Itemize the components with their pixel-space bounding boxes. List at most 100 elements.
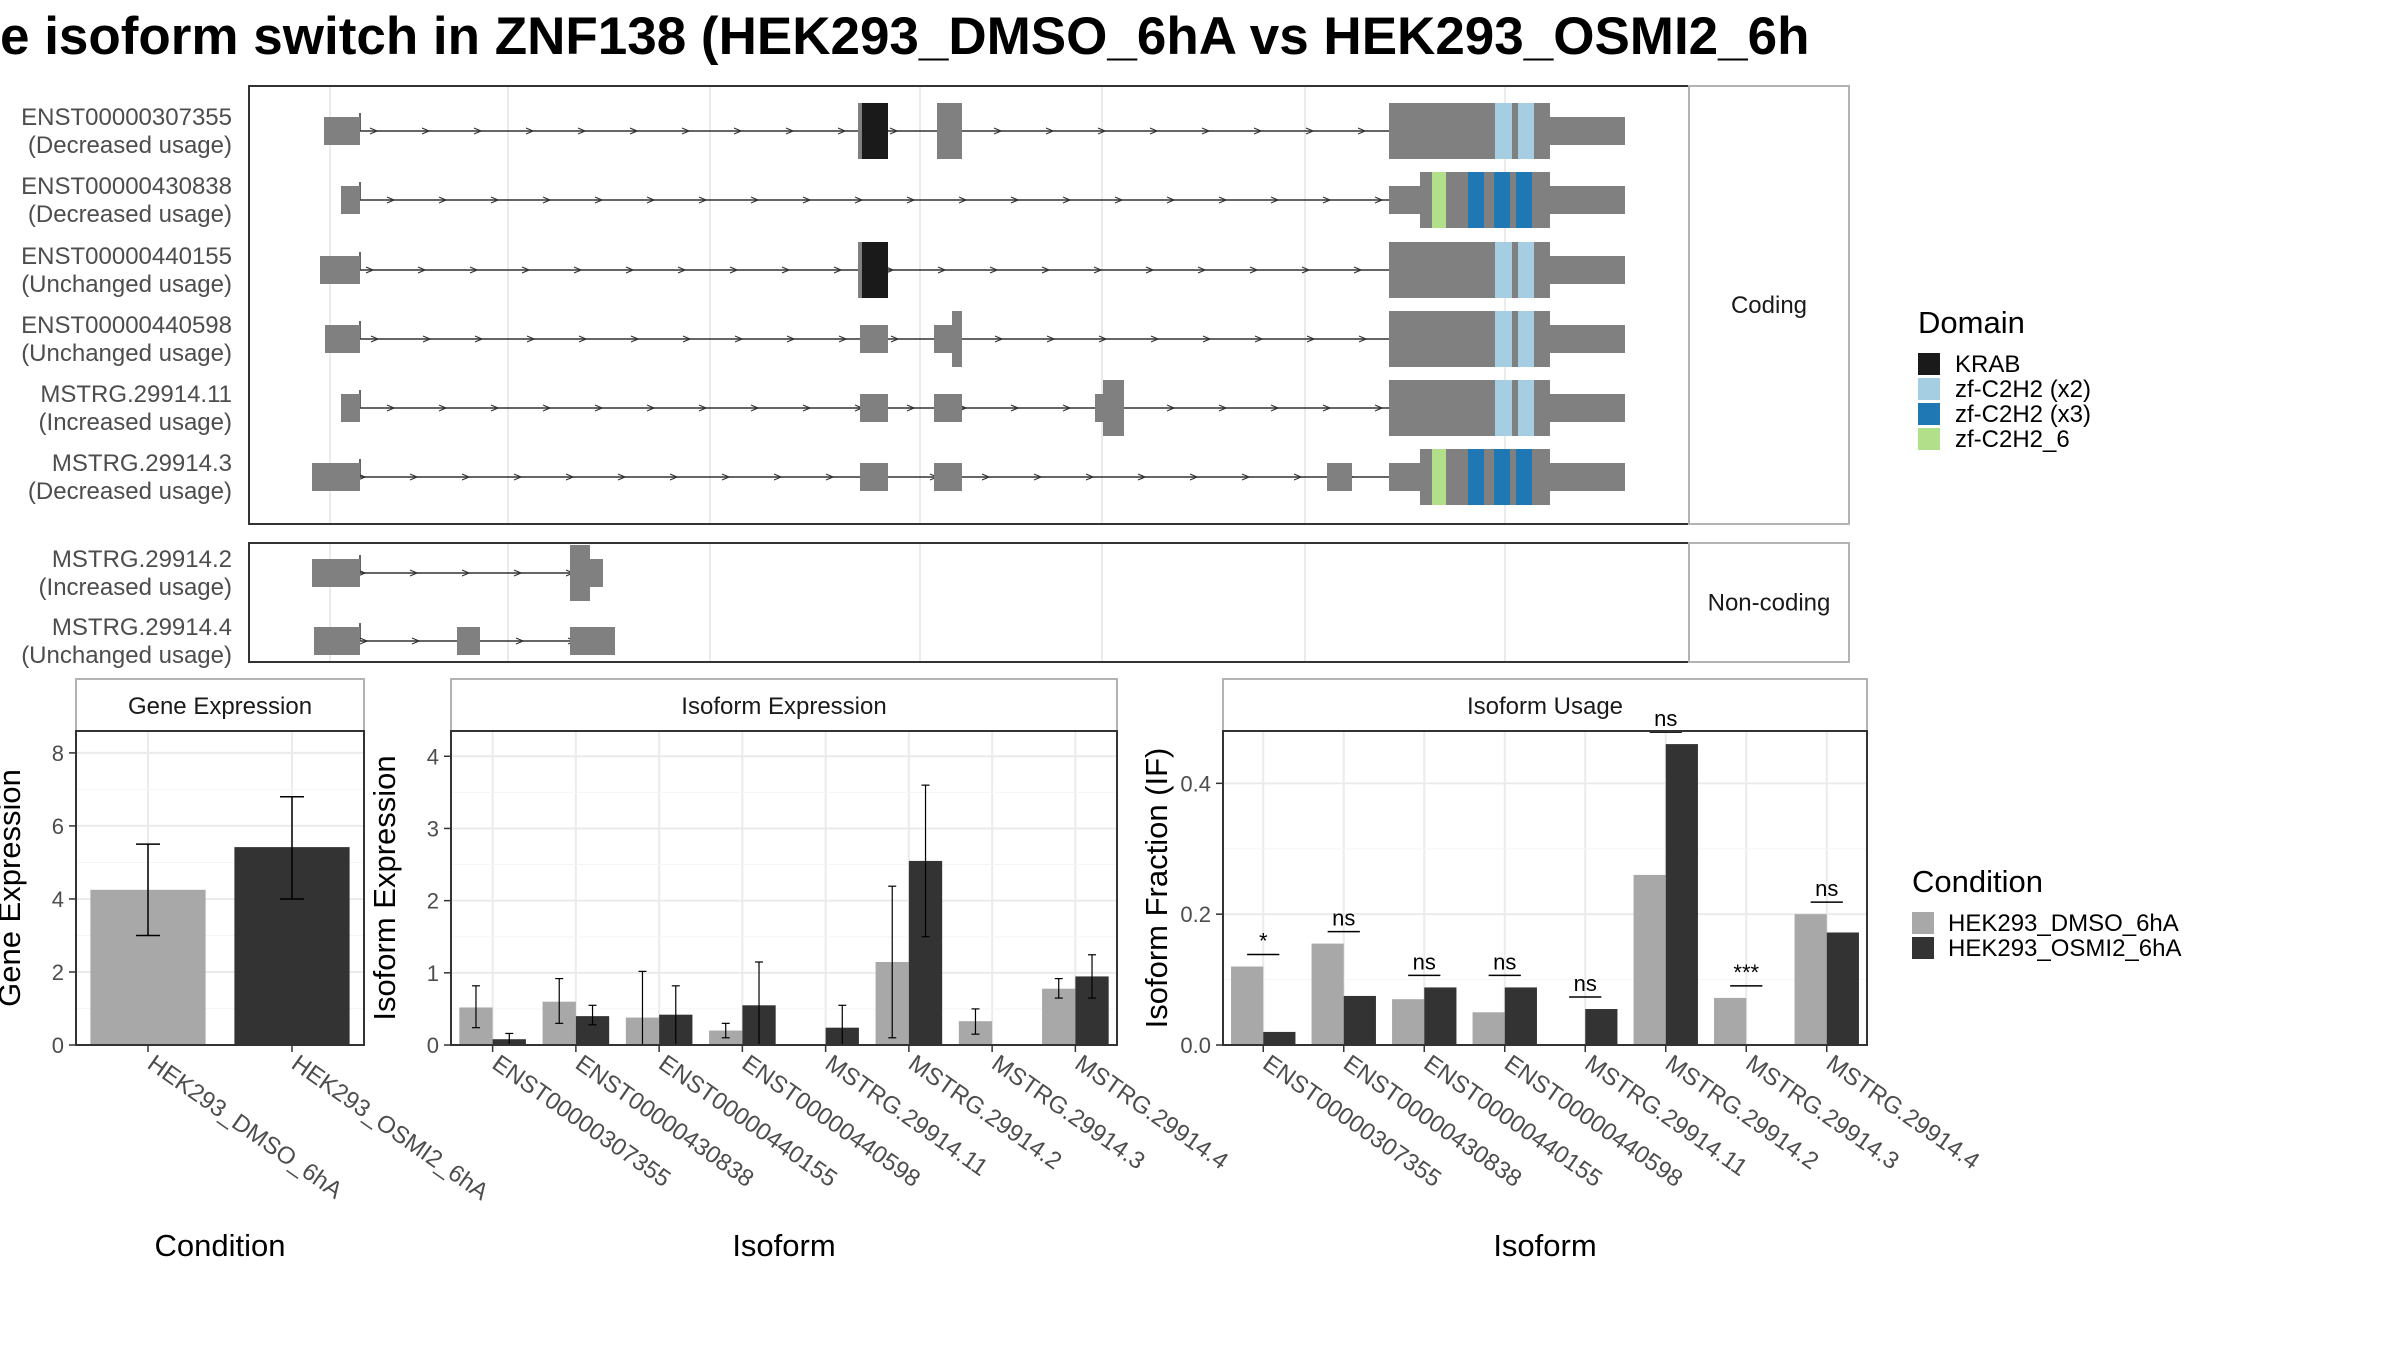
condition-legend-title: Condition: [1912, 864, 2043, 899]
coding-row-2-arrow: [854, 196, 864, 204]
isoform-usage-ylabel: Isoform Fraction (IF): [1139, 748, 1174, 1029]
coding-row-1-arrow: [681, 127, 691, 135]
coding-row-label-4-id: ENST00000440598: [21, 312, 232, 339]
coding-row-6-arrow: [981, 473, 991, 481]
isoform-usage-ytick-label: 0.0: [1180, 1033, 1211, 1058]
coding-row-4-domain-zf_x2: [1495, 311, 1512, 367]
coding-row-label-2-usage: (Decreased usage): [28, 201, 232, 228]
isoform-usage-bar-1: [1392, 999, 1425, 1045]
coding-row-2-exon: [1389, 186, 1420, 214]
coding-row-3-arrow: [1145, 266, 1155, 274]
isoform-usage-bar-2: [1585, 1009, 1618, 1045]
noncoding-row-label-2-usage: (Unchanged usage): [21, 642, 232, 669]
coding-row-2-arrow: [1218, 196, 1228, 204]
coding-row-3-domain-zf_x2: [1518, 242, 1534, 298]
coding-row-6-domain-zf_x3: [1516, 449, 1532, 505]
coding-row-6-arrow: [1137, 473, 1147, 481]
gene-expression-xlabel: Condition: [155, 1228, 286, 1263]
coding-row-6-arrow: [1293, 473, 1303, 481]
isoform-usage-sig-label: ns: [1654, 706, 1677, 731]
coding-row-4-exon: [325, 325, 360, 353]
isoform-usage-bar-1: [1472, 1012, 1505, 1045]
coding-row-4-arrow: [838, 335, 848, 343]
coding-row-6-domain-zf_6: [1432, 449, 1446, 505]
isoform-usage-bar-2: [1504, 987, 1537, 1045]
isoform-usage-xlabel: Isoform: [1493, 1228, 1596, 1263]
coding-row-5-arrow: [1374, 404, 1384, 412]
coding-row-1-arrow: [1253, 127, 1263, 135]
gene-expression-ytick-label: 4: [52, 887, 64, 912]
isoform-expression-ytick-label: 1: [427, 961, 439, 986]
coding-row-5-arrow: [386, 404, 396, 412]
gene-expression-ytick-label: 6: [52, 814, 64, 839]
coding-row-2-arrow: [490, 196, 500, 204]
coding-row-4-arrow: [994, 335, 1004, 343]
coding-row-3-arrow: [1249, 266, 1259, 274]
coding-row-1-exon: [1550, 117, 1625, 145]
gene-expression-strip-label: Gene Expression: [128, 693, 312, 720]
coding-row-2-arrow: [1374, 196, 1384, 204]
coding-row-1-arrow: [1045, 127, 1055, 135]
coding-row-5-arrow: [1218, 404, 1228, 412]
coding-row-4-arrow: [1098, 335, 1108, 343]
condition-legend-label-1: HEK293_DMSO_6hA: [1948, 910, 2179, 937]
isoform-usage-bar-1: [1311, 943, 1344, 1045]
coding-row-1-arrow: [1305, 127, 1315, 135]
coding-row-5-arrow: [750, 404, 760, 412]
coding-row-1-arrow: [473, 127, 483, 135]
coding-row-3-arrow: [729, 266, 739, 274]
isoform-expression-xlabel: Isoform: [732, 1228, 835, 1263]
coding-row-3-arrow: [937, 266, 947, 274]
coding-row-3-arrow: [1041, 266, 1051, 274]
isoform-usage-sig-label: *: [1259, 929, 1268, 954]
coding-row-6-exon: [860, 463, 888, 491]
coding-row-2-arrow: [1114, 196, 1124, 204]
coding-row-5-arrow: [906, 404, 916, 412]
coding-row-2-arrow: [1322, 196, 1332, 204]
coding-row-5-arrow: [1322, 404, 1332, 412]
isoform-expression-ytick-label: 3: [427, 816, 439, 841]
isoform-usage-ytick-label: 0.2: [1180, 902, 1211, 927]
isoform-expression-xtick-label: MSTRG.29914.3: [987, 1050, 1150, 1175]
coding-row-1-arrow: [369, 127, 379, 135]
isoform-usage-bar-2: [1424, 987, 1457, 1045]
noncoding-row-2-arrow: [515, 637, 525, 645]
coding-row-1-arrow: [1149, 127, 1159, 135]
coding-row-4-arrow: [526, 335, 536, 343]
isoform-usage-sig-label: ns: [1493, 949, 1516, 974]
noncoding-row-2-exon: [314, 627, 360, 655]
coding-row-3-arrow: [521, 266, 531, 274]
coding-row-5-domain-zf_x2: [1518, 380, 1534, 436]
isoform-expression-bg: [451, 731, 1117, 1045]
coding-row-6-arrow: [565, 473, 575, 481]
coding-row-2-arrow: [906, 196, 916, 204]
noncoding-row-label-1-usage: (Increased usage): [39, 574, 232, 601]
coding-row-4-exon: [1550, 325, 1625, 353]
coding-row-1-arrow: [1097, 127, 1107, 135]
noncoding-row-1-exon: [570, 545, 590, 601]
coding-row-1-domain-krab: [862, 103, 888, 159]
coding-row-3-arrow: [1353, 266, 1363, 274]
isoform-usage-sig-label: ns: [1815, 876, 1838, 901]
coding-row-label-5-id: MSTRG.29914.11: [40, 381, 232, 408]
gene-expression-ylabel: Gene Expression: [0, 769, 27, 1007]
coding-row-4-exon: [952, 311, 962, 367]
coding-row-6-arrow: [1241, 473, 1251, 481]
coding-row-5-arrow: [438, 404, 448, 412]
coding-row-5-arrow: [1270, 404, 1280, 412]
domain-legend-title: Domain: [1918, 305, 2025, 340]
noncoding-row-1-arrow: [461, 569, 471, 577]
coding-row-6-arrow: [461, 473, 471, 481]
coding-row-1-domain-zf_x2: [1518, 103, 1534, 159]
coding-row-1-arrow: [1357, 127, 1367, 135]
coding-row-4-arrow: [1150, 335, 1160, 343]
isoform-expression-ytick-label: 2: [427, 889, 439, 914]
coding-row-6-arrow: [1085, 473, 1095, 481]
coding-row-3-arrow: [1093, 266, 1103, 274]
coding-row-2-arrow: [1062, 196, 1072, 204]
noncoding-row-2-exon: [570, 627, 615, 655]
coding-row-2-domain-zf_x3: [1516, 172, 1532, 228]
coding-row-label-3-usage: (Unchanged usage): [21, 271, 232, 298]
